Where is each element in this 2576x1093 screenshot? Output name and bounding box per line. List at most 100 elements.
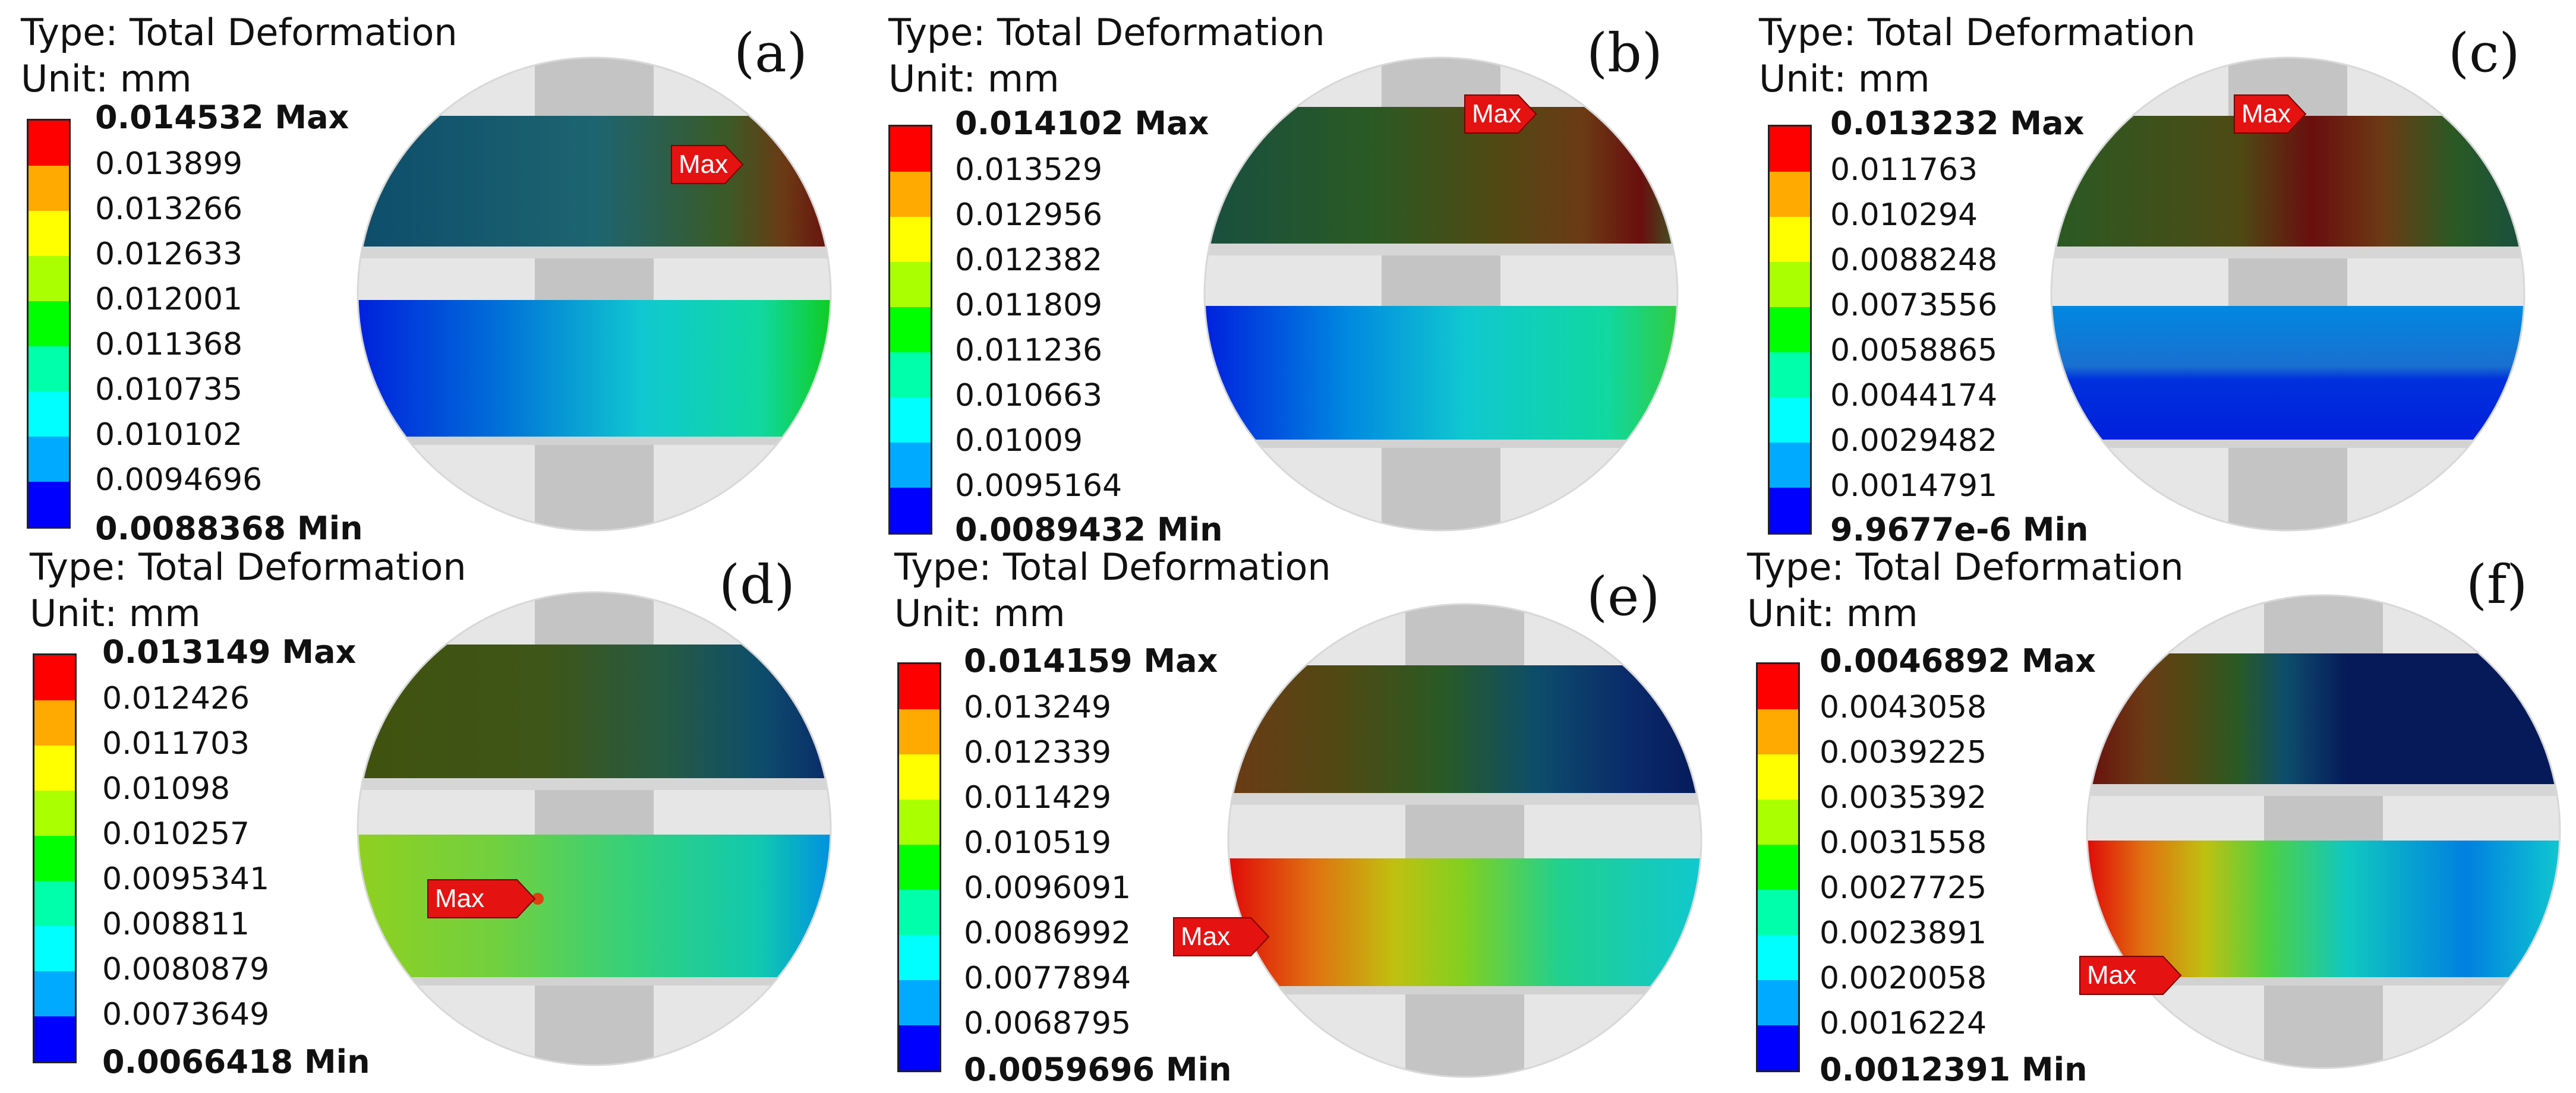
swatch-5 — [1770, 307, 1810, 352]
legend-value: 0.0016224 — [1820, 1006, 1987, 1041]
legend-value: 0.0043058 — [1820, 690, 1987, 725]
legend-value: 0.0094696 — [95, 462, 263, 498]
swatch-2 — [29, 166, 69, 211]
legend-value: 0.013266 — [95, 191, 243, 227]
unit-label: Unit: mm — [1759, 57, 1930, 100]
panel-letter: (d) — [719, 554, 795, 616]
unit-label: Unit: mm — [894, 592, 1065, 635]
panel-letter: (b) — [1587, 22, 1663, 84]
legend-value: 0.012426 — [102, 681, 250, 716]
legend-value: 0.010663 — [955, 378, 1103, 413]
panel-letter: (e) — [1587, 566, 1660, 628]
legend-value: 0.013249 — [964, 690, 1112, 725]
swatch-3 — [29, 211, 69, 256]
legend-value: 0.013899 — [95, 146, 243, 182]
legend-min: 0.0088368 Min — [95, 510, 363, 547]
swatch-7 — [899, 935, 939, 980]
type-label: Type: Total Deformation — [1759, 11, 2196, 54]
swatch-9 — [34, 1016, 75, 1062]
panel-b: Type: Total Deformation Unit: mm (b) 0.0… — [859, 0, 1717, 548]
max-marker-label: Max — [2087, 961, 2136, 990]
legend-value: 0.0039225 — [1820, 735, 1987, 770]
swatch-6 — [1758, 890, 1798, 935]
swatch-5 — [1758, 845, 1798, 890]
swatch-1 — [1758, 664, 1798, 709]
color-legend-bar — [1768, 125, 1812, 535]
legend-value: 0.0095164 — [955, 468, 1123, 504]
legend-value: 0.010102 — [95, 417, 243, 453]
swatch-1 — [29, 121, 69, 166]
unit-label: Unit: mm — [888, 57, 1060, 100]
legend-min: 0.0012391 Min — [1820, 1051, 2088, 1088]
swatch-7 — [890, 397, 931, 443]
legend-value: 0.011368 — [95, 327, 243, 362]
swatch-4 — [1770, 262, 1810, 307]
legend-value: 0.0014791 — [1830, 468, 1998, 504]
max-marker-label: Max — [1472, 99, 1521, 128]
swatch-9 — [1770, 488, 1810, 533]
legend-value: 0.008811 — [102, 906, 250, 942]
swatch-6 — [29, 346, 69, 391]
legend-value: 0.0096091 — [964, 870, 1131, 906]
unit-label: Unit: mm — [21, 57, 192, 100]
swatch-7 — [29, 391, 69, 437]
swatch-1 — [890, 127, 931, 172]
swatch-6 — [899, 890, 939, 935]
swatch-8 — [899, 980, 939, 1025]
legend-min: 0.0066418 Min — [102, 1043, 370, 1081]
swatch-7 — [34, 926, 75, 971]
max-marker-label: Max — [435, 884, 484, 913]
legend-value: 0.013529 — [955, 152, 1103, 188]
legend-value: 0.012339 — [964, 735, 1112, 770]
swatch-9 — [890, 488, 931, 533]
legend-value: 0.011236 — [955, 333, 1103, 368]
swatch-3 — [890, 217, 931, 262]
legend-value: 0.0031558 — [1820, 825, 1987, 861]
type-label: Type: Total Deformation — [894, 545, 1331, 589]
swatch-7 — [1770, 397, 1810, 443]
legend-max: 0.014532 Max — [95, 99, 349, 136]
swatch-9 — [29, 482, 69, 527]
swatch-2 — [1770, 172, 1810, 217]
legend-value: 0.0058865 — [1830, 333, 1998, 368]
swatch-9 — [899, 1025, 939, 1070]
swatch-3 — [899, 754, 939, 800]
color-legend-bar — [27, 119, 71, 529]
deformation-contour-plot: Max — [1203, 56, 1679, 532]
unit-label: Unit: mm — [1747, 592, 1918, 635]
swatch-5 — [34, 836, 75, 881]
legend-value: 0.0029482 — [1830, 423, 1998, 459]
color-legend-bar — [897, 662, 941, 1072]
legend-max: 0.013232 Max — [1830, 105, 2085, 142]
swatch-6 — [890, 352, 931, 397]
swatch-8 — [1758, 980, 1798, 1025]
color-legend-bar — [33, 653, 77, 1063]
legend-value: 0.010257 — [102, 816, 250, 852]
swatch-9 — [1758, 1025, 1798, 1070]
legend-value: 0.0027725 — [1820, 870, 1987, 906]
swatch-1 — [1770, 127, 1810, 172]
legend-min: 9.9677e-6 Min — [1830, 511, 2089, 548]
max-marker: Max — [1173, 917, 1270, 956]
legend-value: 0.0086992 — [964, 915, 1131, 951]
legend-value: 0.0023891 — [1820, 915, 1987, 951]
swatch-1 — [34, 655, 75, 700]
swatch-5 — [890, 307, 931, 352]
legend-value: 0.0044174 — [1830, 378, 1998, 413]
legend-max: 0.014159 Max — [964, 642, 1218, 680]
legend-value: 0.011763 — [1830, 152, 1978, 188]
panel-f: Type: Total Deformation Unit: mm (f) 0.0… — [1717, 546, 2576, 1093]
legend-value: 0.011429 — [964, 780, 1112, 816]
swatch-1 — [899, 664, 939, 709]
deformation-contour-plot: Max — [1173, 603, 1702, 1078]
legend-value: 0.012633 — [95, 236, 243, 272]
panel-a: Type: Total Deformation Unit: mm (a) 0.0… — [0, 0, 859, 546]
legend-value: 0.012001 — [95, 282, 243, 317]
swatch-4 — [890, 262, 931, 307]
legend-value: 0.0088248 — [1830, 242, 1998, 278]
legend-value: 0.0073556 — [1830, 288, 1998, 323]
type-label: Type: Total Deformation — [888, 11, 1325, 54]
type-label: Type: Total Deformation — [30, 545, 466, 589]
deformation-contour-plot: Max — [357, 56, 832, 532]
swatch-5 — [29, 301, 69, 346]
